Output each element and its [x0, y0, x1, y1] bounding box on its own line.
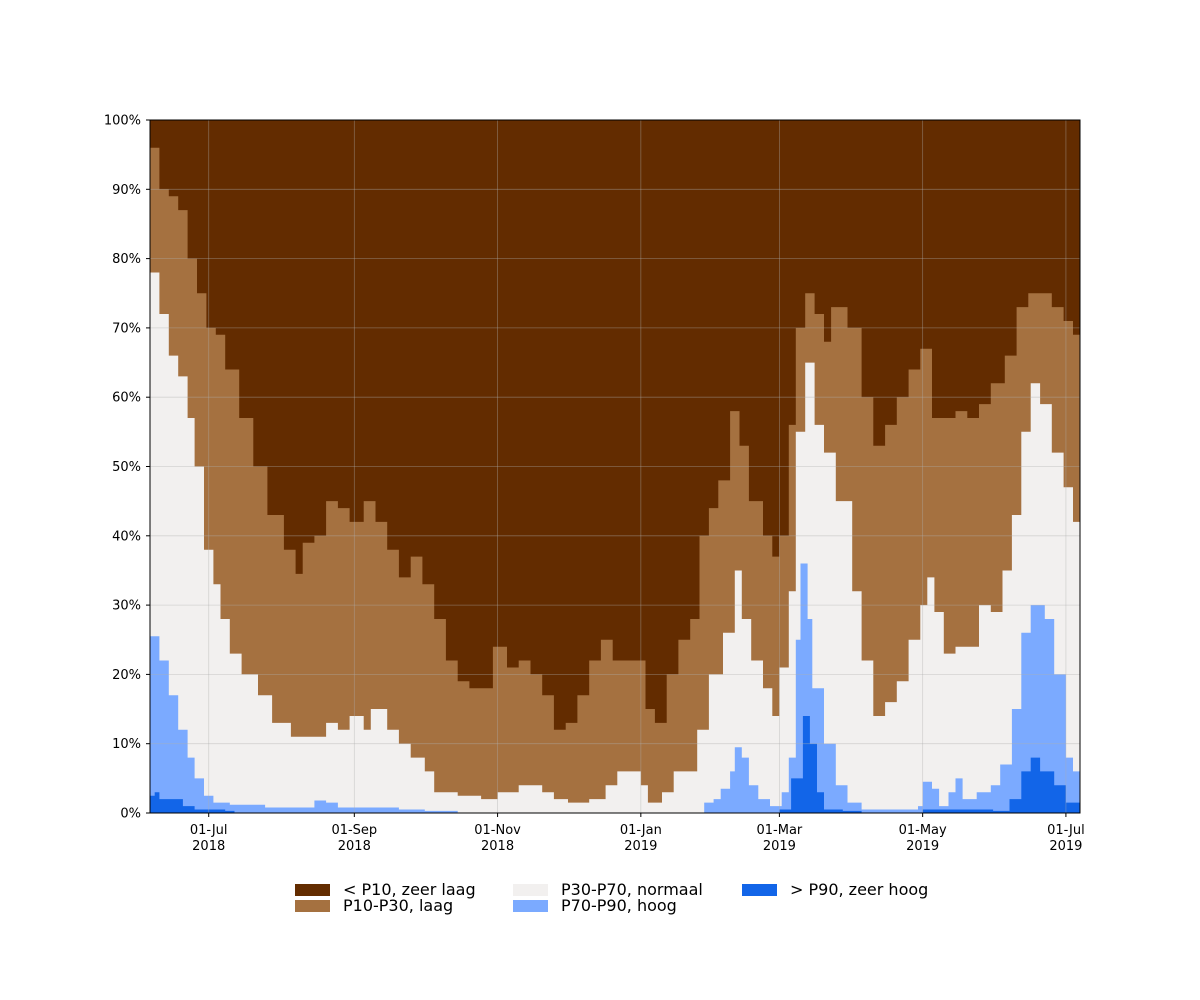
legend-item-hoog: P70-P90, hoog	[513, 896, 677, 915]
legend-swatch-zeer-hoog	[742, 883, 777, 896]
x-tick-label: 01-Nov	[474, 823, 521, 838]
x-tick-label: 01-Mar	[757, 823, 803, 838]
area-normaal	[150, 272, 1080, 813]
stacked-area-layers	[150, 120, 1080, 813]
legend: < P10, zeer laag P10-P30, laag P30-P70, …	[295, 880, 995, 920]
x-tick-year-label: 2018	[192, 839, 225, 854]
legend-label-zeer-hoog: > P90, zeer hoog	[790, 880, 929, 899]
x-tick-year-label: 2019	[1049, 839, 1082, 854]
x-tick-label: 01-Jul	[1047, 823, 1085, 838]
x-tick-year-label: 2019	[906, 839, 939, 854]
y-tick-label: 90%	[112, 183, 141, 198]
legend-swatch-zeer-laag	[295, 883, 330, 896]
legend-label-zeer-laag: < P10, zeer laag	[343, 880, 476, 899]
x-tick-label: 01-Sep	[331, 823, 377, 838]
x-tick-year-label: 2019	[763, 839, 796, 854]
legend-label-laag: P10-P30, laag	[343, 896, 454, 915]
legend-item-zeer-hoog: > P90, zeer hoog	[742, 880, 928, 899]
y-tick-label: 50%	[112, 460, 141, 475]
legend-swatch-normaal	[513, 883, 548, 896]
legend-label-normaal: P30-P70, normaal	[561, 880, 703, 899]
legend-item-zeer-laag: < P10, zeer laag	[295, 880, 476, 899]
y-tick-label: 60%	[112, 391, 141, 406]
legend-label-hoog: P70-P90, hoog	[561, 896, 677, 915]
legend-swatch-hoog	[513, 899, 548, 912]
x-tick-year-label: 2018	[338, 839, 371, 854]
y-axis: 0% 10% 20% 30% 40% 50% 60% 70% 80% 90% 100%	[104, 114, 150, 822]
x-tick-label: 01-May	[899, 823, 947, 838]
y-tick-label: 70%	[112, 321, 141, 336]
x-axis: 01-Jul201801-Sep201801-Nov201801-Jan2019…	[190, 813, 1085, 854]
y-tick-label: 20%	[112, 668, 141, 683]
y-tick-label: 80%	[112, 252, 141, 267]
x-tick-year-label: 2019	[624, 839, 657, 854]
legend-item-normaal: P30-P70, normaal	[513, 880, 703, 899]
y-tick-label: 30%	[112, 599, 141, 614]
x-tick-label: 01-Jul	[190, 823, 228, 838]
y-tick-label: 40%	[112, 529, 141, 544]
legend-swatch-laag	[295, 899, 330, 912]
legend-item-laag: P10-P30, laag	[295, 896, 453, 915]
y-tick-label: 10%	[112, 737, 141, 752]
x-tick-label: 01-Jan	[620, 823, 662, 838]
x-tick-year-label: 2018	[481, 839, 514, 854]
y-tick-label: 100%	[104, 114, 141, 129]
y-tick-label: 0%	[120, 807, 141, 822]
